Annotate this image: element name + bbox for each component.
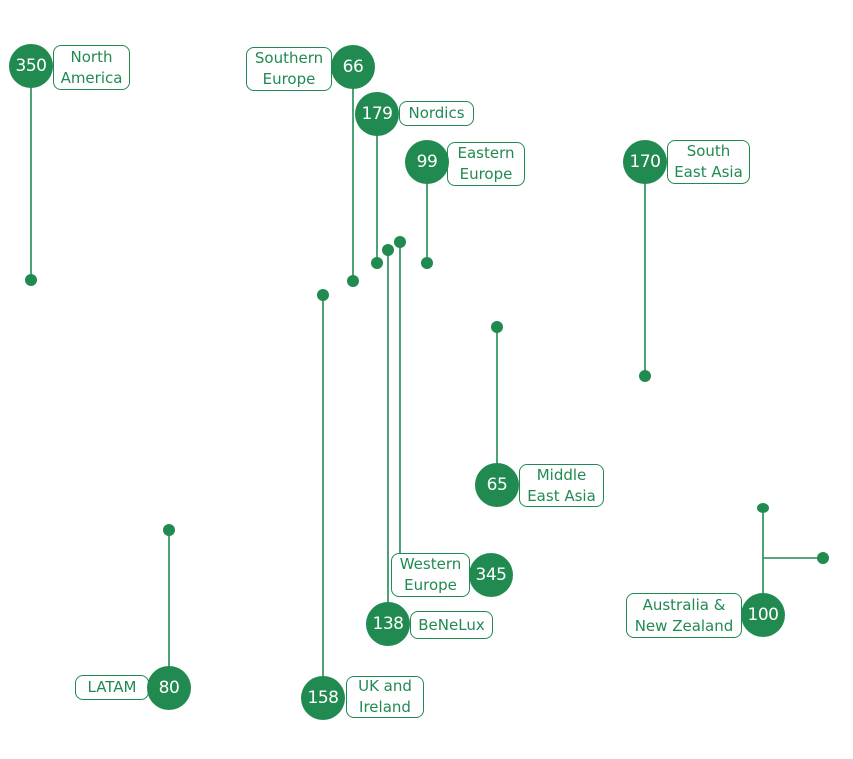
location-dot-australia-and-new-zealand <box>757 503 769 513</box>
location-dot-latam <box>163 524 175 536</box>
value-bubble-australia-and-new-zealand: 100 <box>741 593 785 637</box>
location-dot-southern-europe <box>347 275 359 287</box>
value-bubble-latam: 80 <box>147 666 191 710</box>
region-label-eastern-europe: Eastern Europe <box>447 142 525 186</box>
location-dot-nordics <box>371 257 383 269</box>
region-label-southern-europe: Southern Europe <box>246 47 332 91</box>
region-label-middle-east-asia: Middle East Asia <box>519 464 604 507</box>
location-dot-eastern-europe <box>421 257 433 269</box>
region-label-latam: LATAM <box>75 675 149 700</box>
value-bubble-benelux: 138 <box>366 602 410 646</box>
region-label-nordics: Nordics <box>399 101 474 126</box>
value-bubble-uk-and-ireland: 158 <box>301 676 345 720</box>
value-bubble-middle-east-asia: 65 <box>475 463 519 507</box>
location-dot-north-america <box>25 274 37 286</box>
location-dot-australia-and-new-zealand-2 <box>817 552 829 564</box>
value-bubble-southern-europe: 66 <box>331 45 375 89</box>
region-label-australia-and-new-zealand: Australia & New Zealand <box>626 593 742 638</box>
value-bubble-nordics: 179 <box>355 92 399 136</box>
region-label-south-east-asia: South East Asia <box>667 140 750 184</box>
location-dot-middle-east-asia <box>491 321 503 333</box>
region-label-north-america: North America <box>53 45 130 90</box>
value-bubble-north-america: 350 <box>9 44 53 88</box>
location-dot-western-europe <box>394 236 406 248</box>
region-label-benelux: BeNeLux <box>410 611 493 639</box>
location-dot-benelux <box>382 244 394 256</box>
value-bubble-eastern-europe: 99 <box>405 140 449 184</box>
location-dot-uk-and-ireland <box>317 289 329 301</box>
value-bubble-south-east-asia: 170 <box>623 140 667 184</box>
region-label-western-europe: Western Europe <box>391 553 470 597</box>
region-label-uk-and-ireland: UK and Ireland <box>346 676 424 718</box>
location-dot-south-east-asia <box>639 370 651 382</box>
value-bubble-western-europe: 345 <box>469 553 513 597</box>
